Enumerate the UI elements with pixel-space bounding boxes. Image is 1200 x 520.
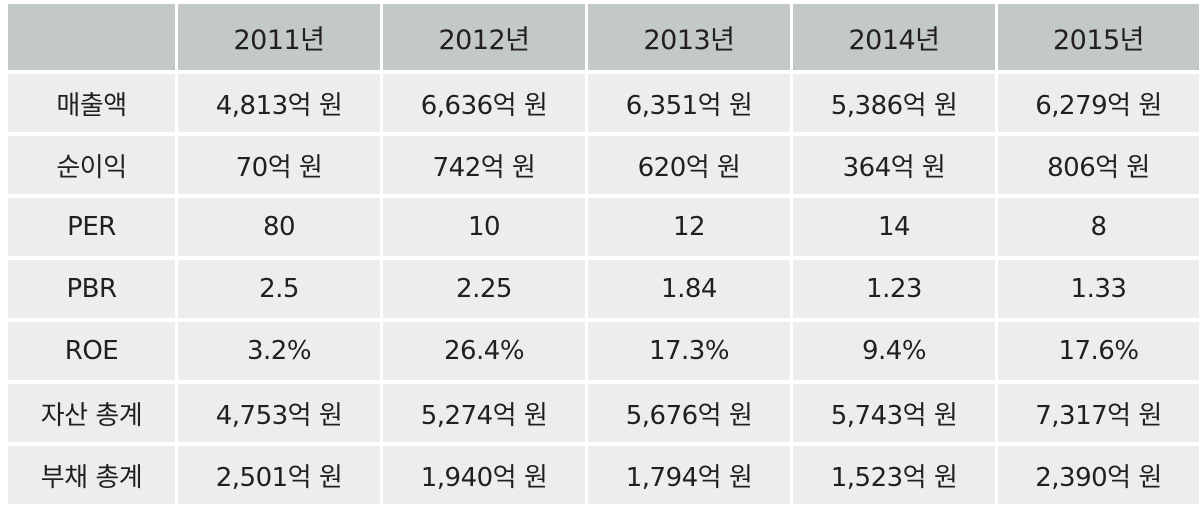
row-label-total-liabilities: 부채 총계 bbox=[8, 446, 175, 504]
table-cell: 1,940억 원 bbox=[383, 446, 585, 504]
row-label-total-assets: 자산 총계 bbox=[8, 384, 175, 442]
row-label-per: PER bbox=[8, 198, 175, 256]
table-cell: 2,501억 원 bbox=[178, 446, 380, 504]
table-cell: 12 bbox=[588, 198, 790, 256]
column-header-2014: 2014년 bbox=[793, 4, 995, 70]
table-cell: 4,813억 원 bbox=[178, 74, 380, 132]
table-cell: 1.33 bbox=[998, 260, 1199, 318]
column-header-2013: 2013년 bbox=[588, 4, 790, 70]
row-label-roe: ROE bbox=[8, 322, 175, 380]
table-corner-cell bbox=[8, 4, 175, 70]
table-cell: 5,676억 원 bbox=[588, 384, 790, 442]
table-cell: 1.84 bbox=[588, 260, 790, 318]
table-cell: 10 bbox=[383, 198, 585, 256]
column-header-2011: 2011년 bbox=[178, 4, 380, 70]
table-cell: 1.23 bbox=[793, 260, 995, 318]
table-cell: 5,386억 원 bbox=[793, 74, 995, 132]
row-label-net-income: 순이익 bbox=[8, 136, 175, 194]
table-cell: 3.2% bbox=[178, 322, 380, 380]
table-cell: 5,274억 원 bbox=[383, 384, 585, 442]
table-cell: 80 bbox=[178, 198, 380, 256]
table-cell: 17.6% bbox=[998, 322, 1199, 380]
table-cell: 8 bbox=[998, 198, 1199, 256]
table-cell: 4,753억 원 bbox=[178, 384, 380, 442]
table-cell: 2,390억 원 bbox=[998, 446, 1199, 504]
table-cell: 620억 원 bbox=[588, 136, 790, 194]
row-label-revenue: 매출액 bbox=[8, 74, 175, 132]
table-cell: 1,794억 원 bbox=[588, 446, 790, 504]
table-cell: 9.4% bbox=[793, 322, 995, 380]
table-cell: 7,317억 원 bbox=[998, 384, 1199, 442]
table-cell: 6,351억 원 bbox=[588, 74, 790, 132]
table-cell: 806억 원 bbox=[998, 136, 1199, 194]
table-cell: 742억 원 bbox=[383, 136, 585, 194]
table-cell: 17.3% bbox=[588, 322, 790, 380]
table-cell: 1,523억 원 bbox=[793, 446, 995, 504]
column-header-2012: 2012년 bbox=[383, 4, 585, 70]
column-header-2015: 2015년 bbox=[998, 4, 1199, 70]
table-cell: 364억 원 bbox=[793, 136, 995, 194]
table-cell: 14 bbox=[793, 198, 995, 256]
table-cell: 26.4% bbox=[383, 322, 585, 380]
financial-table: 2011년 2012년 2013년 2014년 2015년 매출액 4,813억… bbox=[8, 4, 1199, 504]
table-cell: 6,279억 원 bbox=[998, 74, 1199, 132]
table-cell: 5,743억 원 bbox=[793, 384, 995, 442]
table-cell: 2.5 bbox=[178, 260, 380, 318]
row-label-pbr: PBR bbox=[8, 260, 175, 318]
table-cell: 2.25 bbox=[383, 260, 585, 318]
table-cell: 6,636억 원 bbox=[383, 74, 585, 132]
table-cell: 70억 원 bbox=[178, 136, 380, 194]
